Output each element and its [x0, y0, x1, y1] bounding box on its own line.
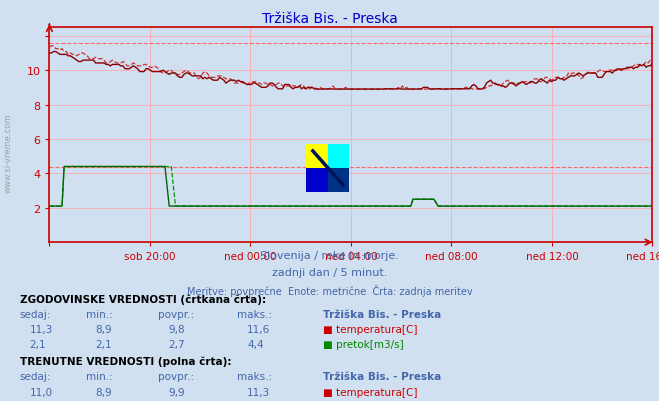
Text: ■ temperatura[C]: ■ temperatura[C]: [323, 387, 417, 397]
Text: min.:: min.:: [86, 309, 113, 319]
Text: povpr.:: povpr.:: [158, 309, 194, 319]
Text: Slovenija / reke in morje.: Slovenija / reke in morje.: [260, 251, 399, 261]
Bar: [328, 168, 349, 192]
Bar: [306, 168, 328, 192]
Text: 9,9: 9,9: [168, 387, 185, 397]
Text: zadnji dan / 5 minut.: zadnji dan / 5 minut.: [272, 267, 387, 277]
Text: 2,1: 2,1: [30, 339, 46, 349]
Text: 2,7: 2,7: [168, 339, 185, 349]
Text: Tržiška Bis. - Preska: Tržiška Bis. - Preska: [262, 12, 397, 26]
Text: 11,3: 11,3: [247, 387, 270, 397]
Text: www.si-vreme.com: www.si-vreme.com: [4, 113, 13, 192]
Text: 8,9: 8,9: [96, 387, 112, 397]
Text: maks.:: maks.:: [237, 371, 272, 381]
Text: 2,1: 2,1: [96, 339, 112, 349]
Text: povpr.:: povpr.:: [158, 371, 194, 381]
Text: maks.:: maks.:: [237, 309, 272, 319]
Text: ■ temperatura[C]: ■ temperatura[C]: [323, 324, 417, 334]
Text: min.:: min.:: [86, 371, 113, 381]
Text: 11,0: 11,0: [30, 387, 53, 397]
Text: 11,6: 11,6: [247, 324, 270, 334]
Text: sedaj:: sedaj:: [20, 371, 51, 381]
Text: TRENUTNE VREDNOSTI (polna črta):: TRENUTNE VREDNOSTI (polna črta):: [20, 356, 231, 367]
Text: 8,9: 8,9: [96, 324, 112, 334]
Text: ■ pretok[m3/s]: ■ pretok[m3/s]: [323, 339, 404, 349]
Bar: [306, 144, 328, 168]
Bar: [328, 144, 349, 168]
Text: Tržiška Bis. - Preska: Tržiška Bis. - Preska: [323, 309, 441, 319]
Text: 11,3: 11,3: [30, 324, 53, 334]
Text: sedaj:: sedaj:: [20, 309, 51, 319]
Text: Meritve: povprečne  Enote: metrične  Črta: zadnja meritev: Meritve: povprečne Enote: metrične Črta:…: [186, 284, 473, 296]
Text: 9,8: 9,8: [168, 324, 185, 334]
Text: Tržiška Bis. - Preska: Tržiška Bis. - Preska: [323, 371, 441, 381]
Text: 4,4: 4,4: [247, 339, 264, 349]
Text: ZGODOVINSKE VREDNOSTI (črtkana črta):: ZGODOVINSKE VREDNOSTI (črtkana črta):: [20, 294, 266, 304]
